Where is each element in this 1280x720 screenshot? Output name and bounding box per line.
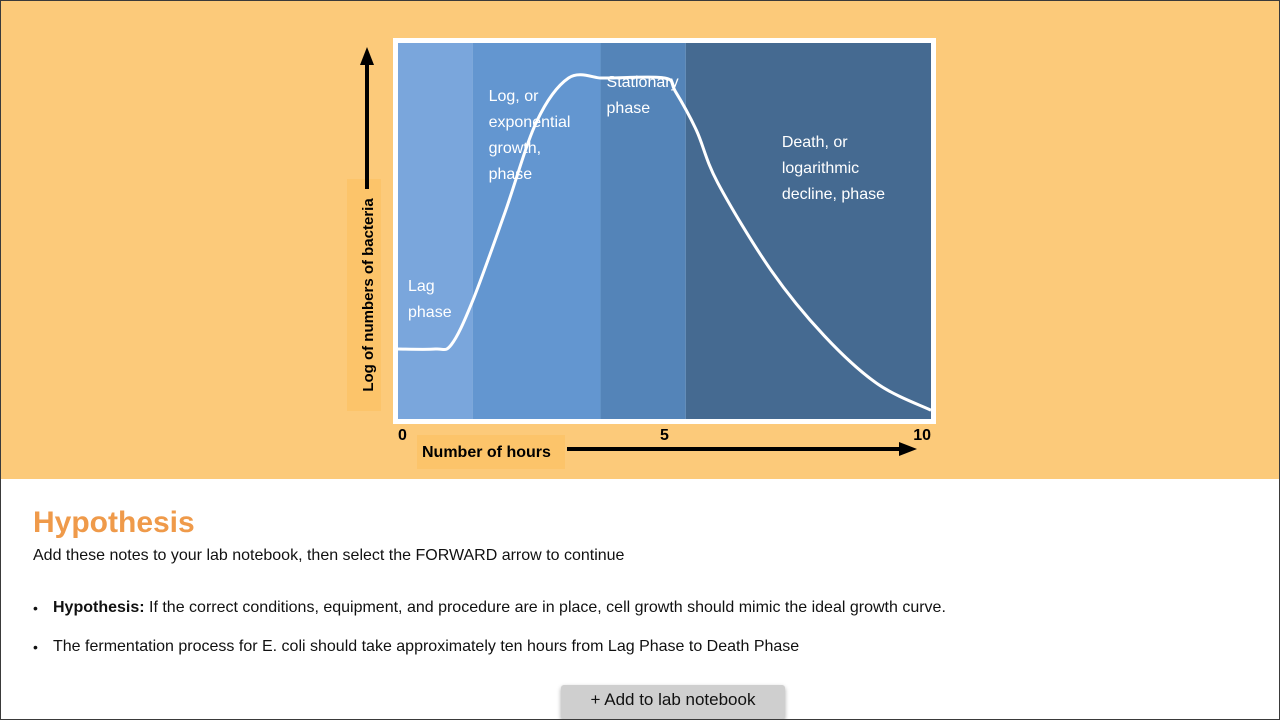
- y-axis-label-highlight: [347, 179, 381, 411]
- notes-list: • Hypothesis: If the correct conditions,…: [33, 597, 1243, 675]
- phase-band-3: [600, 43, 686, 419]
- phase-label-4: Death, or logarithmic decline, phase: [782, 134, 885, 203]
- phase-band-4: [685, 43, 931, 419]
- note-text: The fermentation process for E. coli sho…: [53, 638, 800, 655]
- y-axis-label: Log of numbers of bacteria: [360, 198, 377, 392]
- list-item: • Hypothesis: If the correct conditions,…: [33, 597, 1243, 619]
- page-title: Hypothesis: [33, 506, 195, 539]
- add-to-notebook-button[interactable]: + Add to lab notebook: [561, 685, 785, 719]
- x-tick-label: 10: [913, 427, 931, 444]
- phase-band-1: [398, 43, 473, 419]
- hypothesis-section: Hypothesis Add these notes to your lab n…: [33, 501, 1243, 655]
- phase-band-2: [472, 43, 601, 419]
- bullet-icon: •: [33, 639, 38, 655]
- growth-curve-line: [397, 73, 932, 412]
- x-tick-label: 5: [660, 427, 669, 444]
- growth-curve-panel: Lag phase Log, or exponential growth, phase St…: [1, 1, 1279, 479]
- growth-curve-chart: Lag phase Log, or exponential growth, phase St…: [341, 29, 941, 474]
- note-text: If the correct conditions, equipment, an…: [144, 599, 946, 616]
- x-tick-label: 0: [398, 427, 407, 444]
- x-axis-arrow-head: [899, 442, 917, 456]
- instructions-text: Add these notes to your lab notebook, th…: [33, 547, 625, 564]
- note-label: Hypothesis:: [53, 599, 145, 616]
- phase-label-1: Lag phase: [408, 278, 452, 321]
- bullet-icon: •: [33, 600, 38, 616]
- x-axis-label-highlight: [417, 435, 565, 469]
- list-item: • The fermentation process for E. coli s…: [33, 636, 1243, 658]
- x-axis-label: Number of hours: [422, 444, 551, 461]
- y-axis-arrow-head: [360, 47, 374, 65]
